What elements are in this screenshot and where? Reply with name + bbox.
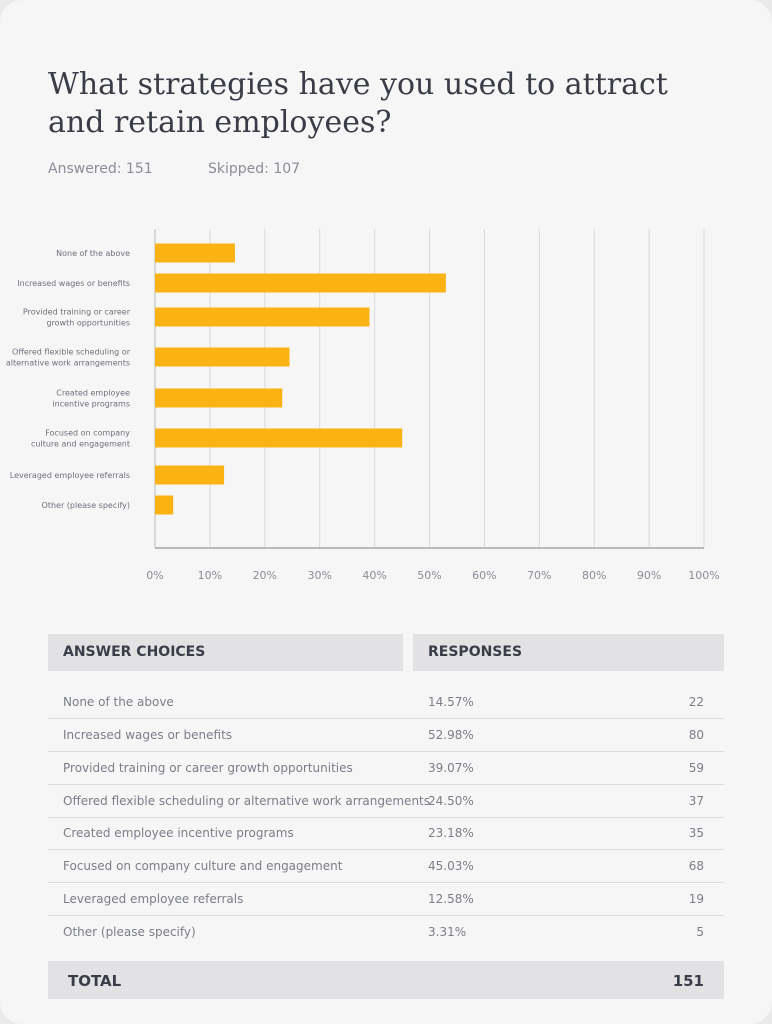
bar: [155, 243, 235, 263]
response-percent: 14.57%: [428, 695, 474, 709]
table-row: Leveraged employee referrals 12.58% 19: [48, 892, 724, 908]
row-divider: [48, 718, 724, 719]
question-title: What strategies have you used to attract…: [48, 67, 668, 140]
response-count: 5: [696, 924, 704, 939]
response-percent: 24.50%: [428, 793, 474, 808]
answer-choice: None of the above: [63, 695, 174, 709]
answer-choice: Leveraged employee referrals: [63, 892, 244, 907]
x-tick-label: 50%: [417, 569, 441, 582]
x-tick-label: 20%: [253, 569, 277, 582]
bar: [155, 347, 290, 367]
answer-choice: Increased wages or benefits: [63, 727, 233, 742]
category-label: Other (please specify): [42, 501, 130, 510]
x-tick-label: 90%: [637, 569, 661, 582]
response-percent: 3.31%: [428, 924, 467, 939]
row-divider: [48, 816, 724, 818]
answer-choice: Created employee incentive programs: [63, 826, 294, 841]
response-count: 22: [688, 695, 704, 709]
response-percent: 12.58%: [428, 892, 474, 907]
total-value: 151: [672, 972, 704, 990]
bar: [155, 273, 446, 293]
answer-choice: Offered flexible scheduling or alternati…: [63, 793, 431, 808]
bar: [155, 495, 174, 515]
category-label: Focused on company culture and engagement: [31, 429, 130, 449]
answer-choices-header: ANSWER CHOICES: [48, 634, 403, 671]
x-tick-label: 100%: [688, 569, 719, 582]
row-divider: [48, 882, 724, 884]
table-row: Increased wages or benefits 52.98% 80: [48, 728, 724, 744]
skipped-count: Skipped: 107: [208, 161, 301, 177]
answer-choice: Other (please specify): [63, 924, 196, 939]
table-row: None of the above 14.57% 22: [48, 695, 724, 711]
row-divider: [48, 915, 724, 917]
category-label: Increased wages or benefits: [17, 279, 130, 288]
table-row: Offered flexible scheduling or alternati…: [48, 794, 724, 810]
answer-choice: Provided training or career growth oppor…: [63, 760, 353, 775]
response-count: 19: [688, 892, 704, 907]
table-row: Created employee incentive programs 23.18…: [48, 826, 724, 842]
response-percent: 52.98%: [428, 727, 474, 742]
response-count: 35: [688, 826, 704, 841]
response-percent: 45.03%: [428, 859, 474, 874]
x-tick-label: 70%: [527, 569, 551, 582]
bar: [155, 465, 225, 485]
table-row: Provided training or career growth oppor…: [48, 761, 724, 777]
response-percent: 23.18%: [428, 826, 474, 841]
category-label: Leveraged employee referrals: [10, 471, 130, 480]
response-count: 80: [688, 727, 704, 742]
total-label: TOTAL: [68, 972, 122, 990]
category-label: None of the above: [56, 249, 130, 258]
table-row: Focused on company culture and engagemen…: [48, 859, 724, 875]
response-bar-chart: 0% 10% 20% 30% 40% 50% 60% 70% 80% 90% 100% None of…: [6, 229, 720, 582]
x-tick-label: 30%: [307, 569, 331, 582]
category-label: Created employee incentive programs: [52, 389, 130, 409]
x-tick-label: 40%: [362, 569, 386, 582]
total-row: TOTAL 151: [48, 961, 724, 999]
category-label: Provided training or career growth opport…: [23, 308, 131, 328]
response-count: 68: [688, 859, 704, 874]
answered-count: Answered: 151: [48, 161, 153, 177]
response-count: 59: [688, 760, 704, 775]
x-tick-label: 60%: [472, 569, 496, 582]
response-count: 37: [688, 793, 704, 808]
x-tick-label: 10%: [198, 569, 222, 582]
table-row: Other (please specify) 3.31% 5: [48, 925, 724, 941]
responses-header-label: RESPONSES: [428, 644, 523, 660]
row-divider: [48, 849, 724, 851]
category-label: Offered flexible scheduling or alternativ…: [6, 348, 131, 368]
response-percent: 39.07%: [428, 760, 474, 775]
bar: [155, 307, 370, 327]
bar: [155, 428, 403, 448]
x-tick-label: 80%: [582, 569, 606, 582]
row-divider: [48, 750, 724, 752]
responses-header: RESPONSES: [413, 634, 724, 671]
bar: [155, 388, 283, 408]
answer-choices-header-label: ANSWER CHOICES: [63, 644, 206, 660]
x-tick-label: 0%: [146, 569, 163, 582]
answer-choice: Focused on company culture and engagemen…: [63, 859, 343, 874]
row-divider: [48, 783, 724, 785]
